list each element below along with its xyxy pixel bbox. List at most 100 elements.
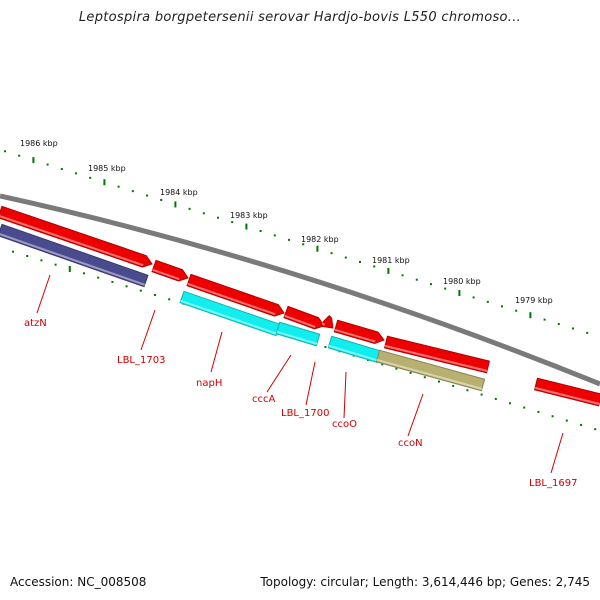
inner-tick <box>40 259 43 262</box>
gene-cyan-2 <box>275 321 321 347</box>
gene-ccoN-body <box>375 349 486 392</box>
gene-LBL_1697-body <box>533 377 600 407</box>
gene-label: ccoN <box>398 438 423 449</box>
ruler-tick <box>387 267 390 274</box>
callout-line <box>343 371 347 419</box>
ruler-tick <box>18 154 21 157</box>
ruler-tick <box>188 207 191 210</box>
ruler-label: 1981 kbp <box>372 256 410 265</box>
gene-cccA-body <box>283 305 325 330</box>
ruler-tick <box>401 274 404 277</box>
gene-LBL_1703-body <box>151 259 189 282</box>
ruler-tick <box>117 185 120 188</box>
gene-LBL_1703-highlight <box>152 268 180 281</box>
ruler-tick <box>543 318 546 321</box>
ruler-tick <box>174 201 177 208</box>
inner-tick <box>97 276 100 279</box>
callout-line <box>36 274 51 314</box>
ruler-tick <box>103 179 106 186</box>
gene-LBL_1697-highlight <box>534 386 600 405</box>
ruler-label: 1986 kbp <box>20 139 58 148</box>
gene-ccoO <box>333 319 385 345</box>
ruler-tick <box>373 265 376 268</box>
callout-line <box>407 393 424 437</box>
ruler-tick <box>273 234 276 237</box>
inner-tick <box>139 289 142 292</box>
callout-line <box>210 331 223 373</box>
gene-label: LBL_1703 <box>117 355 165 366</box>
inner-tick <box>551 415 554 418</box>
inner-tick <box>395 367 398 370</box>
gene-small <box>320 315 334 329</box>
ruler-tick <box>4 150 6 153</box>
inner-tick <box>26 254 29 257</box>
gene-atzN-body <box>0 223 149 288</box>
ruler-tick <box>515 309 518 312</box>
ruler-tick <box>46 163 49 166</box>
gene-forward-napH-highlight <box>187 282 276 316</box>
inner-tick <box>452 384 455 387</box>
gene-label: cccA <box>252 394 275 405</box>
ruler-tick <box>344 256 347 259</box>
ruler-label: 1979 kbp <box>515 296 553 305</box>
gene-ccoN-forward <box>383 335 491 374</box>
gene-ccoO-body <box>333 319 385 345</box>
inner-tick <box>594 428 597 431</box>
backbone-arc <box>0 193 600 387</box>
ruler-tick <box>60 167 63 170</box>
inner-tick <box>409 371 412 374</box>
ruler-tick <box>160 198 163 201</box>
gene-cyan-2-highlight <box>276 330 318 345</box>
callout-line <box>550 432 564 474</box>
gene-ccoN-forward-body <box>383 335 491 374</box>
callout-line <box>140 309 156 351</box>
gene-cyan-3-highlight <box>328 344 380 362</box>
gene-label: napH <box>196 378 222 389</box>
ruler-tick <box>458 290 461 297</box>
inner-tick <box>68 265 71 272</box>
ruler-tick <box>472 296 475 299</box>
gene-cccA-highlight <box>284 314 316 328</box>
gene-forward-1-highlight <box>0 215 144 267</box>
inner-tick <box>565 419 568 422</box>
inner-tick <box>381 363 384 366</box>
ruler-labels: 1986 kbp 1985 kbp 1984 kbp 1983 kbp 1982 kbp… <box>20 139 553 305</box>
inner-tick <box>423 376 426 379</box>
gene-features <box>0 205 600 407</box>
inner-tick <box>580 423 582 426</box>
gene-forward-1 <box>0 205 153 268</box>
ruler-label: 1980 kbp <box>443 277 481 286</box>
gene-cyan-2-body <box>275 321 321 347</box>
ruler-tick <box>430 283 432 286</box>
ruler-tick <box>486 300 489 303</box>
ruler-tick <box>217 216 219 219</box>
inner-tick <box>54 263 57 266</box>
ruler-tick <box>572 327 574 330</box>
inner-tick <box>494 397 497 400</box>
inner-tick <box>324 345 327 348</box>
gene-small-body <box>320 315 334 329</box>
gene-label: LBL_1700 <box>281 408 329 419</box>
ruler-tick <box>330 252 333 255</box>
ruler-tick <box>586 331 589 334</box>
gene-LBL_1697 <box>533 377 600 407</box>
inner-tick <box>509 402 511 405</box>
callout-line <box>305 361 316 406</box>
inner-tick <box>480 393 483 396</box>
gene-atzN-highlight <box>0 233 146 286</box>
inner-tick <box>125 285 128 288</box>
inner-tick <box>12 250 14 253</box>
map-title: Leptospira borgpetersenii serovar Hardjo… <box>78 10 522 25</box>
gene-forward-napH-body <box>186 273 285 317</box>
gene-ccoN-highlight <box>376 358 483 390</box>
ruler-tick <box>75 172 77 175</box>
ruler-ticks <box>4 150 589 334</box>
inner-tick <box>523 406 526 409</box>
gene-atzN <box>0 223 149 288</box>
ruler-tick <box>415 278 418 281</box>
gene-forward-napH <box>186 273 285 317</box>
inner-tick <box>168 298 171 301</box>
ruler-tick <box>89 176 92 179</box>
